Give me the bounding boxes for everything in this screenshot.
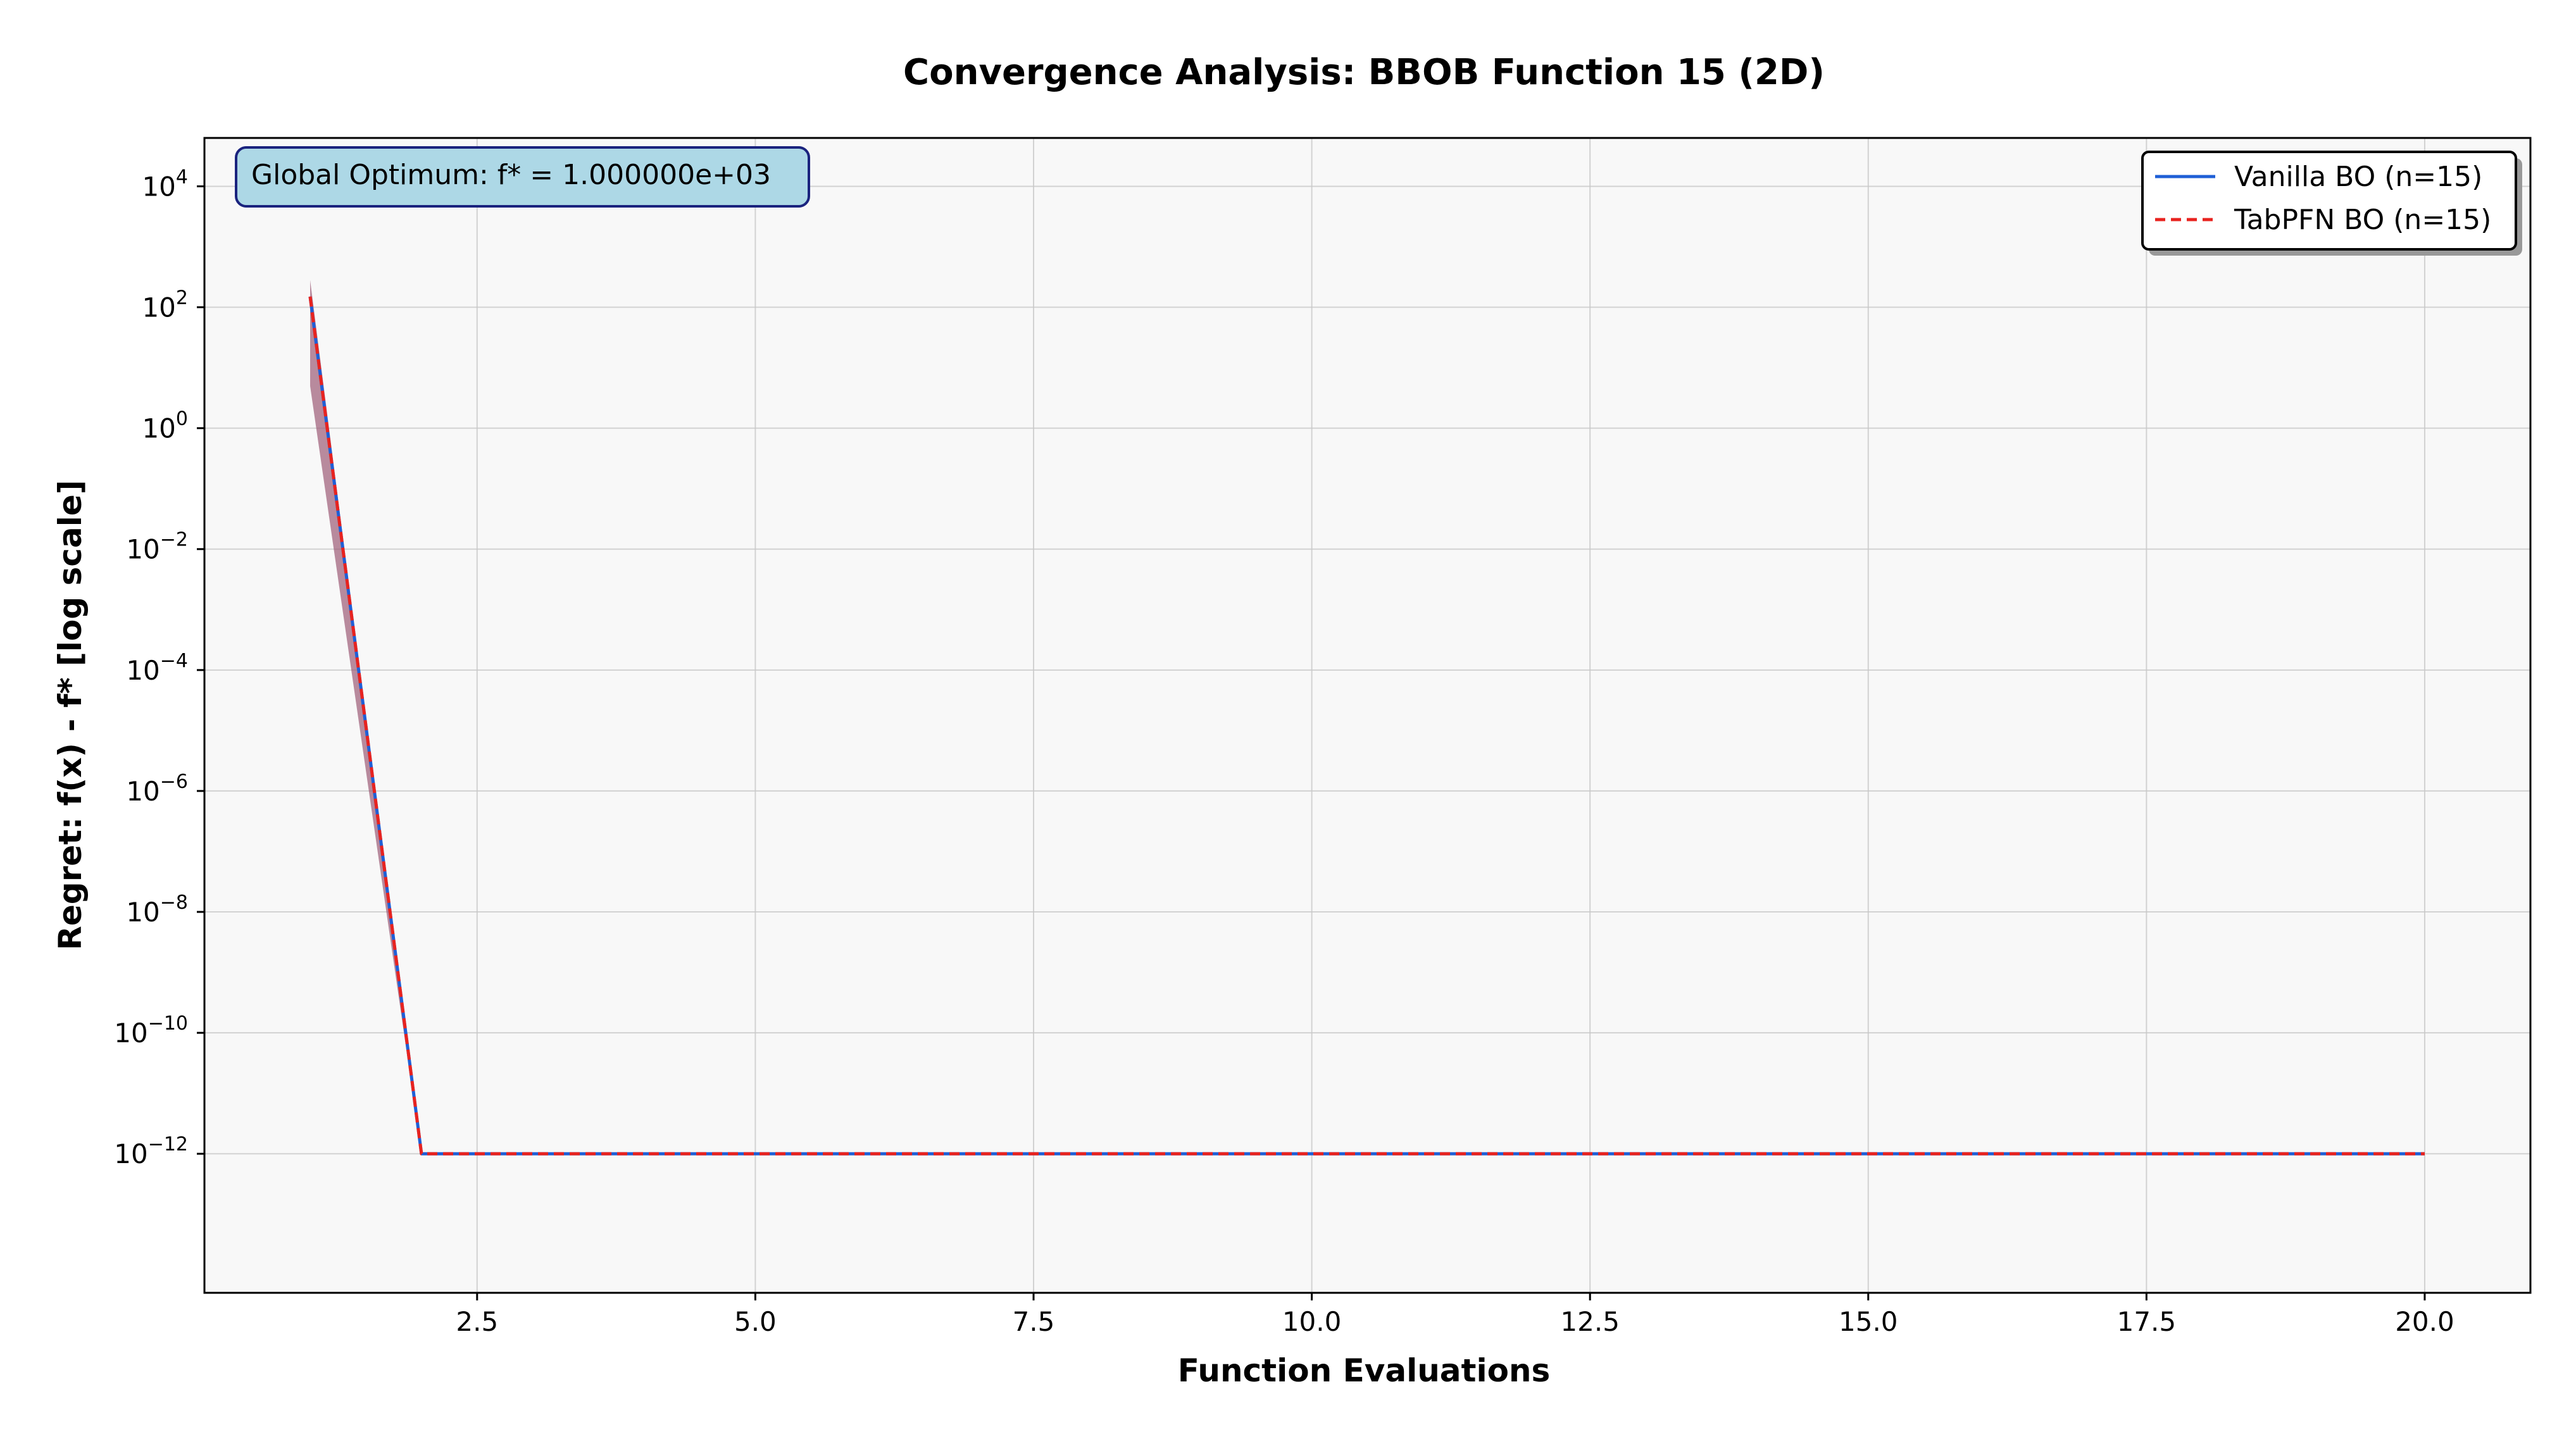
y-tick-label: 10−4 — [126, 650, 188, 686]
x-tick-label: 5.0 — [734, 1306, 777, 1337]
annotation-text: Global Optimum: f* = 1.000000e+03 — [251, 159, 771, 191]
x-tick-label: 20.0 — [2395, 1306, 2454, 1337]
y-tick-label: 10−2 — [126, 529, 188, 565]
plot-frame — [203, 137, 2532, 1294]
legend-label-vanilla-bo: Vanilla BO (n=15) — [2234, 161, 2482, 193]
y-axis-label: Regret: f(x) - f* [log scale] — [52, 480, 89, 950]
series-line-tabpfn-bo — [308, 296, 2425, 1156]
y-tick-label: 104 — [142, 166, 188, 202]
y-tick-label: 100 — [142, 408, 188, 444]
y-axis-ticks: 104 102 100 10−2 10−4 10−6 10−8 10−10 10−12 — [114, 166, 204, 1169]
y-tick-label: 102 — [142, 287, 188, 323]
annotation-box — [235, 146, 810, 208]
y-tick-label: 10−8 — [126, 892, 188, 928]
y-tick-label: 10−6 — [126, 771, 188, 807]
x-axis-ticks: 2.5 5.0 7.5 10.0 12.5 15.0 17.5 20.0 — [456, 1293, 2454, 1337]
legend-box — [2141, 151, 2517, 251]
x-tick-label: 12.5 — [1560, 1306, 1620, 1337]
x-tick-label: 10.0 — [1282, 1306, 1342, 1337]
x-tick-label: 15.0 — [1839, 1306, 1898, 1337]
global-optimum-annotation: Global Optimum: f* = 1.000000e+03 — [235, 146, 810, 208]
x-tick-label: 7.5 — [1013, 1306, 1055, 1337]
y-tick-label: 10−10 — [114, 1012, 188, 1049]
legend-label-tabpfn-bo: TabPFN BO (n=15) — [2234, 204, 2491, 236]
series-lines — [308, 296, 2425, 1156]
x-tick-label: 2.5 — [456, 1306, 498, 1337]
y-tick-label: 10−12 — [114, 1133, 188, 1169]
legend: Vanilla BO (n=15) TabPFN BO (n=15) — [2141, 151, 2522, 256]
x-tick-label: 17.5 — [2117, 1306, 2177, 1337]
chart-title: Convergence Analysis: BBOB Function 15 (… — [903, 52, 1825, 93]
x-axis-label: Function Evaluations — [1178, 1352, 1551, 1389]
plot-area-background — [204, 138, 2530, 1293]
